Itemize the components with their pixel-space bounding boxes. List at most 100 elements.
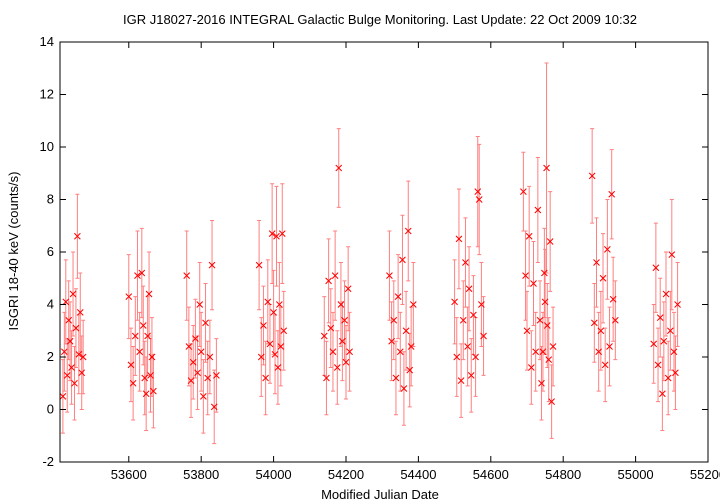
data-point (273, 232, 280, 240)
data-point (457, 377, 465, 384)
data-point (392, 374, 400, 382)
chart-title: IGR J18027-2016 INTEGRAL Galactic Bulge … (123, 12, 637, 27)
data-point (388, 337, 395, 345)
data-point (78, 369, 86, 377)
y-tick-label: 4 (47, 297, 54, 312)
data-point (543, 164, 550, 172)
data-point (76, 309, 84, 316)
y-axis-label: ISGRI 18-40 keV (counts/s) (6, 172, 21, 331)
x-tick-label: 54400 (400, 467, 436, 482)
data-point (150, 387, 157, 395)
data-point (327, 324, 335, 332)
data-point (470, 311, 477, 319)
data-point (407, 343, 415, 350)
data-point (534, 206, 542, 214)
data-point (659, 390, 666, 398)
data-point (65, 316, 73, 324)
data-point (595, 348, 603, 356)
x-axis: 53600 53800 54000 54200 54400 54600 54800 55000… (111, 42, 720, 482)
data-point (206, 353, 214, 361)
data-point (260, 322, 267, 329)
data-point (192, 335, 199, 342)
data-point (588, 172, 596, 180)
data-point (344, 285, 352, 293)
data-point (396, 348, 404, 356)
data-point (183, 272, 191, 279)
data-point (539, 348, 547, 356)
data-point (141, 374, 149, 382)
data-point (548, 398, 555, 405)
x-tick-label: 54800 (545, 467, 581, 482)
data-point (278, 230, 286, 237)
plot-frame (59, 41, 709, 463)
data-point (257, 353, 265, 361)
y-tick-label: 12 (40, 87, 54, 102)
data-point (451, 298, 458, 306)
data-point (523, 327, 531, 335)
data-point (196, 301, 204, 308)
data-point (266, 340, 274, 348)
x-tick-label: 53600 (111, 467, 147, 482)
data-point (320, 332, 328, 340)
data-point (664, 374, 672, 382)
data-point (323, 374, 330, 382)
data-point (668, 251, 676, 258)
data-point (525, 232, 533, 240)
x-axis-label: Modified Julian Date (321, 487, 439, 502)
data-point (268, 230, 276, 237)
data-point (62, 298, 70, 306)
data-point (674, 301, 681, 308)
data-point (147, 372, 154, 379)
data-point (277, 343, 285, 350)
data-point (654, 361, 662, 369)
data-point (604, 246, 611, 253)
data-point (475, 196, 483, 203)
data-point (187, 377, 195, 384)
y-tick-label: -2 (42, 454, 54, 469)
data-point (189, 358, 197, 366)
y-axis: -2 0 2 4 6 8 10 12 14 (40, 34, 708, 469)
x-tick-label: 54200 (328, 467, 364, 482)
data-point (60, 348, 68, 356)
data-point (459, 316, 467, 324)
data-point (75, 351, 83, 358)
x-tick-label: 55000 (618, 467, 654, 482)
data-point (270, 309, 277, 316)
data-point (127, 361, 135, 369)
data-point (474, 188, 482, 195)
data-point (606, 343, 613, 350)
data-point (342, 358, 350, 366)
y-tick-label: 6 (47, 244, 54, 259)
y-tick-label: 2 (47, 349, 54, 364)
x-tick-label: 54600 (473, 467, 509, 482)
data-point (672, 369, 679, 377)
data-point (255, 261, 263, 269)
data-point (68, 364, 75, 371)
data-point (660, 337, 668, 345)
data-point (455, 235, 463, 243)
data-point (202, 319, 209, 327)
data-point (204, 374, 212, 382)
data-point (66, 337, 74, 345)
data-point (274, 364, 282, 371)
data-point (63, 372, 71, 379)
data-point (325, 277, 332, 285)
data-point (394, 293, 402, 300)
y-tick-label: 0 (47, 402, 54, 417)
data-point (148, 353, 156, 361)
data-point (467, 372, 475, 379)
data-point (656, 314, 664, 321)
data-point (599, 274, 607, 282)
data-point (71, 379, 78, 387)
data-point (597, 327, 605, 335)
data-point (341, 316, 348, 324)
data-point (609, 295, 617, 303)
data-point (197, 348, 205, 356)
data-point (194, 369, 201, 377)
data-point (264, 298, 272, 306)
data-point (465, 285, 473, 293)
data-point (333, 364, 341, 371)
data-point (331, 272, 339, 279)
data-point (129, 379, 137, 387)
